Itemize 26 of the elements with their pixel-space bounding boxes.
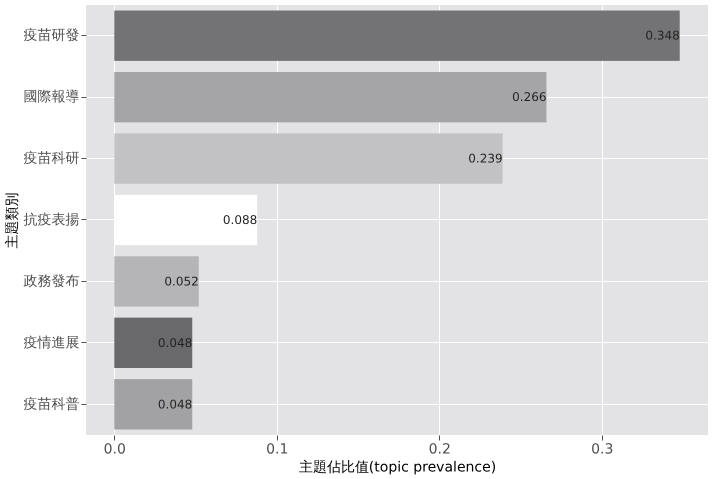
y-tick-label: 疫苗科研 bbox=[24, 150, 80, 167]
y-tick-label: 國際報導 bbox=[24, 89, 80, 106]
bar bbox=[114, 379, 192, 430]
bar bbox=[114, 318, 192, 368]
data-label: 0.239 bbox=[468, 152, 503, 166]
y-tick-label: 抗疫表揚 bbox=[24, 212, 80, 228]
x-tick-label: 0.0 bbox=[104, 442, 126, 458]
data-label: 0.048 bbox=[158, 336, 192, 350]
bar bbox=[114, 256, 199, 307]
data-label: 0.266 bbox=[512, 90, 546, 104]
bar bbox=[114, 133, 503, 184]
x-tick-label: 0.2 bbox=[428, 442, 451, 458]
y-tick-label: 疫情進展 bbox=[24, 334, 80, 351]
data-label: 0.048 bbox=[158, 397, 192, 412]
y-tick-label: 政務發布 bbox=[24, 273, 80, 290]
data-label: 0.088 bbox=[222, 213, 258, 227]
y-tick-label: 疫苗研發 bbox=[24, 28, 80, 44]
x-axis-title: 主題佔比值(topic prevalence) bbox=[298, 460, 496, 476]
y-tick-label: 疫苗科普 bbox=[24, 395, 80, 412]
x-tick-label: 0.3 bbox=[591, 442, 614, 458]
data-label: 0.052 bbox=[164, 274, 199, 288]
y-axis-title: 主題類別 bbox=[4, 192, 20, 248]
data-label: 0.348 bbox=[645, 28, 680, 43]
bar bbox=[114, 72, 546, 122]
x-tick-label: 0.1 bbox=[266, 442, 288, 458]
bar bbox=[114, 10, 680, 61]
